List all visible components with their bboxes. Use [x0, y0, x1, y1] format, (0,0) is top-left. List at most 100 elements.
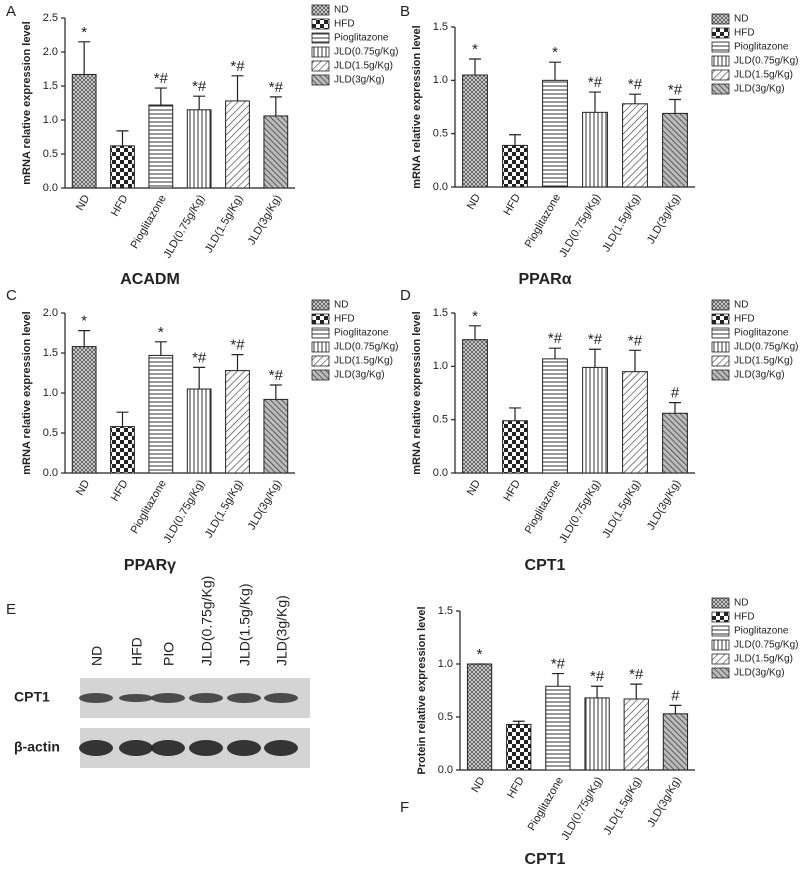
x-tick-label: Pioglitazone — [523, 192, 563, 250]
bar — [148, 104, 174, 189]
legend-label: ND — [734, 14, 748, 25]
lane-label: ND — [89, 646, 105, 666]
legend-swatch — [711, 653, 730, 665]
x-tick-label: Pioglitazone — [526, 775, 566, 833]
chart-title: CPT1 — [525, 557, 566, 574]
x-tick-label: HFD — [505, 775, 527, 801]
error-bar — [512, 720, 525, 725]
bar — [662, 112, 688, 188]
bar — [662, 713, 689, 771]
y-tick-label: 0.0 — [433, 467, 448, 479]
legend-swatch — [711, 341, 730, 353]
legend-label: JLD(3g/Kg) — [734, 84, 785, 95]
x-tick-label: JLD(0.75g/Kg) — [557, 478, 603, 545]
lane-label: JLD(3g/Kg) — [274, 595, 290, 666]
x-tick-label: Pioglitazone — [523, 478, 563, 536]
blot-band — [79, 740, 113, 756]
legend-label: HFD — [334, 19, 355, 30]
y-tick-label: 1.0 — [433, 74, 448, 86]
x-tick-label: JLD(0.75g/Kg) — [161, 193, 207, 260]
bar — [462, 339, 488, 474]
y-tick-label: 0.5 — [438, 711, 453, 723]
legend-label: Pioglitazone — [734, 42, 789, 53]
lane-label: HFD — [129, 637, 145, 666]
blot-band — [264, 740, 298, 756]
legend-swatch — [311, 355, 330, 367]
x-tick-label: JLD(1.5g/Kg) — [600, 192, 643, 254]
legend-swatch — [711, 299, 730, 311]
bar — [186, 388, 212, 474]
legend-swatch — [311, 313, 330, 325]
error-bar — [231, 75, 244, 101]
x-tick-label: HFD — [501, 478, 523, 504]
y-tick-label: 1.5 — [433, 21, 448, 33]
significance-label: * — [477, 646, 483, 663]
legend-label: HFD — [734, 314, 755, 325]
blot-band — [79, 693, 113, 703]
significance-label: * — [81, 313, 87, 330]
legend-swatch — [711, 611, 730, 623]
blot-band — [227, 693, 261, 703]
significance-label: * — [552, 44, 558, 61]
bar — [662, 412, 688, 474]
error-bar — [231, 354, 244, 371]
significance-label: * — [81, 24, 87, 41]
legend-swatch — [711, 13, 730, 25]
legend-label: JLD(3g/Kg) — [734, 668, 785, 679]
error-bar — [669, 402, 681, 414]
error-bar — [669, 98, 681, 114]
x-tick-label: JLD(3g/Kg) — [246, 193, 284, 247]
legend-swatch — [311, 46, 330, 58]
y-tick-label: 0.5 — [43, 148, 58, 160]
bar — [622, 371, 648, 474]
x-tick-label: JLD(0.75g/Kg) — [557, 192, 603, 259]
error-bar — [669, 704, 682, 714]
bar — [71, 346, 97, 474]
significance-label: * — [472, 308, 478, 325]
panel-label: D — [400, 287, 411, 304]
bar — [545, 685, 571, 771]
error-bar — [78, 41, 91, 75]
x-tick-label: JLD(1.5g/Kg) — [203, 478, 246, 540]
error-bar — [269, 96, 282, 116]
x-tick-label: ND — [74, 478, 92, 498]
legend-label: HFD — [334, 314, 355, 325]
legend-label: HFD — [734, 28, 755, 39]
chart-title: ACADM — [120, 271, 180, 288]
legend-swatch — [311, 32, 330, 44]
legend-swatch — [711, 667, 730, 679]
legend-swatch — [711, 639, 730, 651]
y-tick-label: 0.5 — [433, 414, 448, 426]
legend-swatch — [311, 60, 330, 72]
legend-swatch — [711, 313, 730, 325]
bar — [71, 73, 97, 189]
error-bar — [78, 330, 91, 347]
legend-label: Pioglitazone — [334, 328, 389, 339]
y-axis-label: mRNA relative expression level — [411, 25, 423, 188]
y-tick-label: 2.0 — [43, 46, 58, 58]
error-bar — [589, 91, 601, 113]
x-tick-label: ND — [74, 193, 92, 213]
blot-band — [119, 694, 153, 702]
legend-swatch — [311, 74, 330, 86]
error-bar — [629, 93, 641, 104]
x-tick-label: ND — [465, 478, 483, 498]
lane-label: JLD(0.75g/Kg) — [199, 576, 215, 666]
row-label: β-actin — [14, 739, 60, 755]
legend-label: JLD(1.5g/Kg) — [734, 70, 793, 81]
legend-label: Pioglitazone — [734, 626, 789, 637]
error-bar — [193, 366, 206, 389]
legend-label: JLD(1.5g/Kg) — [334, 356, 393, 367]
bar — [263, 398, 289, 474]
x-tick-label: HFD — [109, 193, 131, 219]
y-tick-label: 1.0 — [43, 114, 58, 126]
panel-label: E — [6, 601, 16, 618]
y-tick-label: 2.0 — [43, 307, 58, 319]
y-tick-label: 1.0 — [438, 658, 453, 670]
error-bar — [469, 325, 481, 340]
bar — [186, 109, 212, 189]
blot-band — [227, 740, 261, 756]
significance-label: # — [671, 385, 680, 402]
y-tick-label: 0.0 — [438, 764, 453, 776]
